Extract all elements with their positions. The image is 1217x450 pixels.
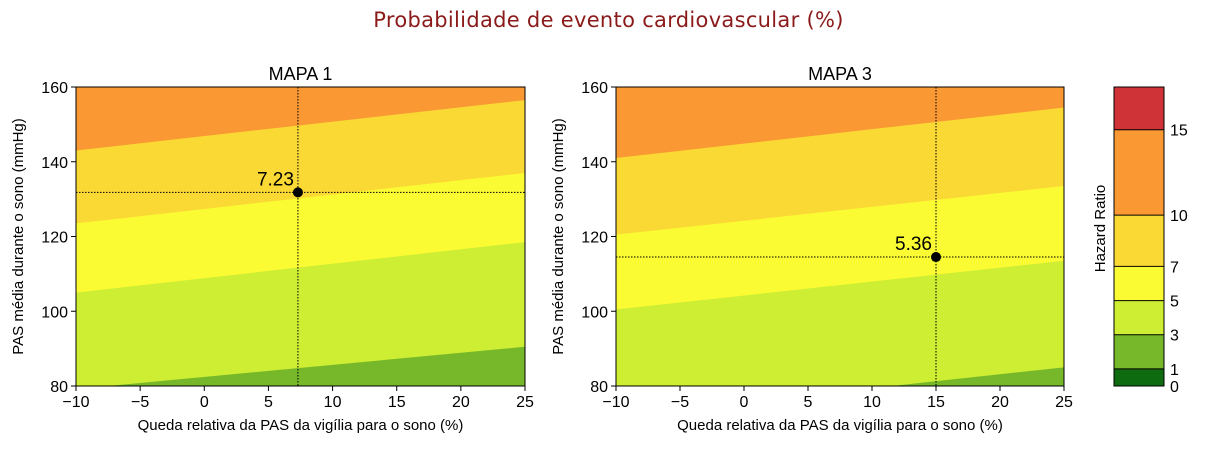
chart-panel-2: 5.36 −10 −5 0 5 10 15 20 25 80 100 120 140 160 MAPA 3 Q…	[550, 0, 1073, 434]
chart-title: MAPA 3	[808, 64, 872, 84]
colorbar-tick-label: 7	[1170, 259, 1179, 276]
band-region-level-15	[76, 0, 525, 68]
point-label: 5.36	[895, 234, 932, 255]
y-tick-label: 80	[590, 379, 608, 396]
y-tick-label: 160	[581, 80, 608, 97]
colorbar: 01 3 5 7 10 15 Hazard Ratio	[1092, 86, 1188, 396]
colorbar-tick-label: 10	[1170, 208, 1188, 225]
y-tick-label: 120	[41, 230, 68, 247]
x-tick-label: 15	[927, 394, 945, 411]
band-region-level-15	[616, 0, 1064, 57]
data-point	[931, 252, 941, 263]
x-tick-label: 5	[804, 394, 813, 411]
data-point	[292, 187, 303, 198]
x-tick-label: 0	[740, 394, 749, 411]
x-tick-label: 10	[863, 394, 881, 411]
colorbar-segment	[1114, 87, 1164, 130]
chart-panel-1: 7.23 −10 −5 0 5 10 15 20 25 80 100 120 140 160 MAPA 1 Q…	[10, 0, 534, 434]
x-tick-label: −5	[131, 394, 149, 411]
x-tick-label: 5	[264, 394, 273, 411]
y-tick-label: 160	[41, 80, 68, 97]
plot-area	[76, 0, 525, 386]
x-tick-label: 15	[388, 394, 406, 411]
x-axis-label: Queda relativa da PAS da vigília para o …	[138, 417, 464, 434]
colorbar-tick-label: 5	[1170, 294, 1179, 311]
y-tick-label: 140	[581, 155, 608, 172]
x-tick-label: 20	[452, 394, 470, 411]
chart-title: MAPA 1	[269, 64, 333, 84]
x-tick-label: 10	[324, 394, 342, 411]
plot-area	[616, 0, 1064, 386]
y-tick-label: 140	[41, 155, 68, 172]
page-title: Probabilidade de evento cardiovascular (…	[373, 8, 844, 32]
y-axis-label: PAS média durante o sono (mmHg)	[10, 118, 27, 355]
colorbar-tick-label: 1	[1170, 362, 1179, 379]
colorbar-segment	[1114, 368, 1164, 386]
colorbar-label: Hazard Ratio	[1092, 185, 1109, 273]
band-region-level-10	[76, 87, 525, 151]
y-tick-label: 120	[581, 230, 608, 247]
colorbar-segment	[1114, 129, 1164, 216]
y-axis-label: PAS média durante o sono (mmHg)	[550, 118, 567, 355]
x-tick-label: 20	[991, 394, 1009, 411]
colorbar-tick-label: 3	[1170, 328, 1179, 345]
x-tick-label: 25	[1055, 394, 1073, 411]
x-tick-label: −5	[671, 394, 689, 411]
x-tick-label: −10	[62, 394, 89, 411]
band-region-level-10	[616, 87, 1064, 159]
x-tick-label: 25	[516, 394, 534, 411]
x-tick-label: −10	[602, 394, 629, 411]
colorbar-tick-label: 15	[1170, 123, 1188, 140]
colorbar-segment	[1114, 334, 1164, 369]
y-tick-label: 100	[581, 304, 608, 321]
colorbar-tick-label: 0	[1170, 379, 1179, 396]
x-tick-label: 0	[200, 394, 209, 411]
point-label: 7.23	[257, 169, 294, 190]
x-axis-label: Queda relativa da PAS da vigília para o …	[677, 417, 1003, 434]
colorbar-frame	[1113, 86, 1165, 387]
colorbar-segment	[1114, 266, 1164, 301]
colorbar-segment	[1114, 300, 1164, 335]
colorbar-segment	[1114, 215, 1164, 267]
y-tick-label: 80	[50, 379, 68, 396]
y-tick-label: 100	[41, 304, 68, 321]
